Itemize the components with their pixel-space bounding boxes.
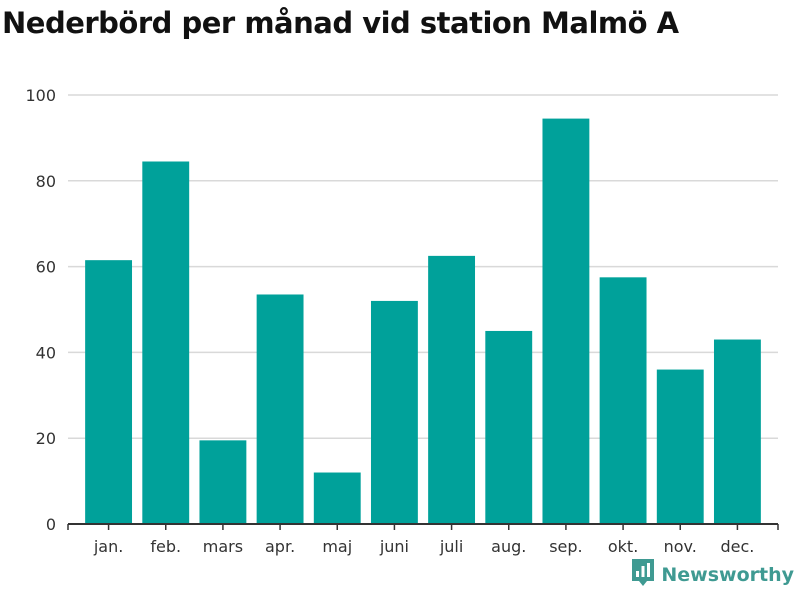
x-tick-label: sep.	[549, 537, 582, 556]
newsworthy-logo-icon	[631, 558, 655, 592]
x-tick-label: okt.	[608, 537, 638, 556]
y-tick-label: 60	[36, 258, 56, 277]
y-tick-label: 80	[36, 172, 56, 191]
y-tick-label: 0	[46, 515, 56, 534]
x-axis	[67, 523, 779, 530]
y-tick-label: 20	[36, 429, 56, 448]
bar-jan	[85, 260, 133, 524]
x-tick-label: feb.	[150, 537, 181, 556]
x-tick-label: jan.	[93, 537, 123, 556]
bar-dec	[713, 339, 761, 524]
y-tick-label: 100	[25, 86, 56, 105]
bars	[85, 118, 761, 524]
x-tick-label: nov.	[664, 537, 697, 556]
y-axis-labels: 0 20 40 60 80 100	[25, 86, 56, 534]
bar-feb	[142, 161, 190, 524]
bar-mars	[199, 440, 247, 524]
x-tick-label: maj	[322, 537, 352, 556]
x-tick-label: juni	[379, 537, 409, 556]
x-axis-labels: jan. feb. mars apr. maj juni juli aug. sep. okt. n…	[93, 537, 755, 556]
bar-juni	[370, 300, 418, 524]
x-tick-label: juli	[439, 537, 463, 556]
bar-apr	[256, 294, 304, 524]
bar-nov	[656, 369, 704, 524]
bar-maj	[313, 472, 361, 524]
newsworthy-brand: Newsworthy	[631, 558, 794, 592]
x-tick-label: dec.	[720, 537, 754, 556]
y-tick-label: 40	[36, 343, 56, 362]
bar-okt	[599, 277, 647, 524]
x-tick-label: aug.	[491, 537, 526, 556]
bar-juli	[428, 255, 476, 524]
x-tick-label: mars	[203, 537, 243, 556]
bar-aug	[485, 330, 533, 524]
bar-sep	[542, 118, 590, 524]
x-tick-label: apr.	[265, 537, 295, 556]
brand-name: Newsworthy	[661, 564, 794, 586]
chart-title: Nederbörd per månad vid station Malmö A	[2, 6, 679, 40]
